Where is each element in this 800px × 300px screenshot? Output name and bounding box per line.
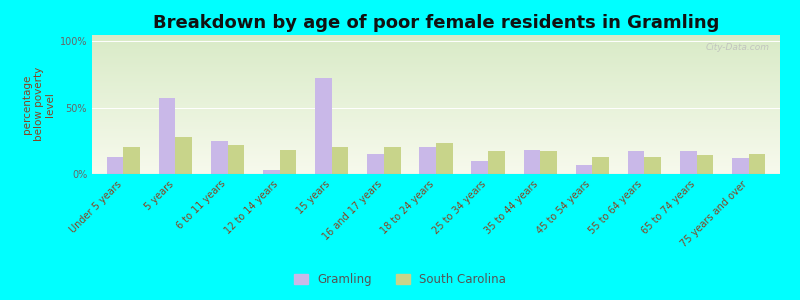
Bar xyxy=(384,147,401,174)
Y-axis label: percentage
below poverty
level: percentage below poverty level xyxy=(22,67,55,141)
Legend: Gramling, South Carolina: Gramling, South Carolina xyxy=(289,269,511,291)
Bar xyxy=(523,150,540,174)
Bar xyxy=(645,157,661,174)
Bar xyxy=(680,152,697,174)
Bar xyxy=(540,152,557,174)
Bar xyxy=(436,143,453,174)
Bar xyxy=(749,154,766,174)
Bar xyxy=(471,161,488,174)
Bar xyxy=(576,165,592,174)
Bar xyxy=(732,158,749,174)
Title: Breakdown by age of poor female residents in Gramling: Breakdown by age of poor female resident… xyxy=(153,14,719,32)
Bar xyxy=(175,137,192,174)
Bar xyxy=(332,147,349,174)
Bar xyxy=(488,152,505,174)
Bar xyxy=(367,154,384,174)
Bar xyxy=(263,170,280,174)
Bar xyxy=(697,155,714,174)
Bar xyxy=(592,157,609,174)
Bar xyxy=(315,78,332,174)
Bar xyxy=(280,150,296,174)
Text: City-Data.com: City-Data.com xyxy=(706,43,770,52)
Bar xyxy=(158,98,175,174)
Bar xyxy=(628,152,645,174)
Bar xyxy=(106,157,123,174)
Bar xyxy=(211,141,227,174)
Bar xyxy=(123,147,140,174)
Bar xyxy=(419,147,436,174)
Bar xyxy=(227,145,244,174)
